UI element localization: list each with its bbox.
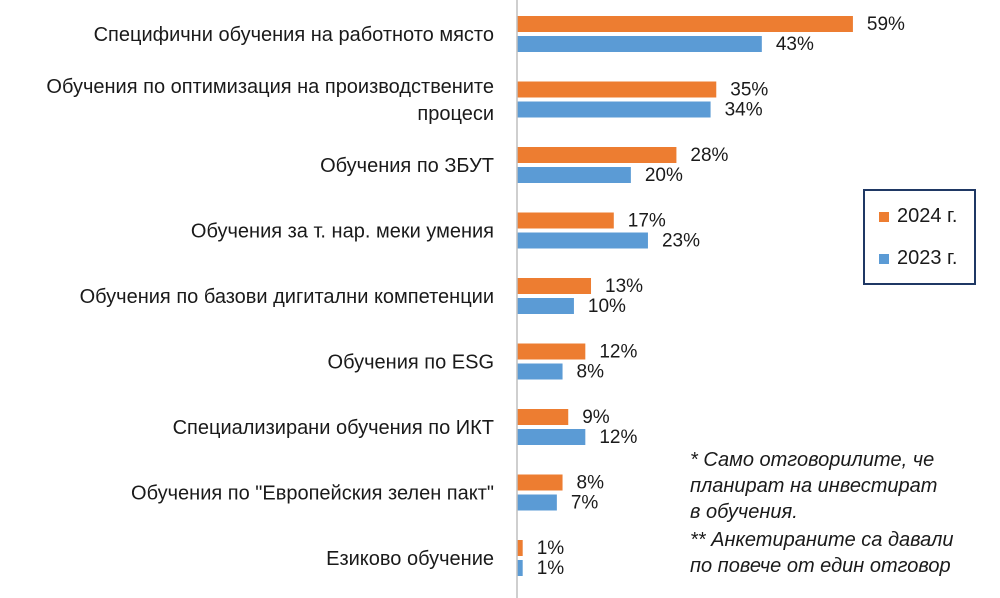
legend-label-2023: 2023 г. [897, 247, 958, 269]
value-label-2024-9: 1% [537, 538, 565, 559]
bars [517, 16, 853, 576]
footnote-line-1: * Само отговорилите, че [690, 449, 935, 471]
category-label: процеси [417, 103, 494, 125]
value-label-2023-7: 12% [599, 427, 637, 448]
category-label: Обучения за т. нар. меки умения [191, 221, 494, 243]
category-label: Обучения по "Европейския зелен пакт" [131, 483, 494, 505]
value-label-2023-4: 23% [662, 231, 700, 252]
legend-item-2024: 2024 г. [879, 205, 957, 228]
category-label: Езиково обучение [326, 548, 494, 570]
category-label: Обучения по базови дигитални компетенции [80, 286, 494, 308]
category-label: Специфични обучения на работното място [94, 24, 494, 46]
footnote-line-5: по повече от един отговор [690, 555, 951, 577]
value-label-2024-1: 59% [867, 14, 905, 35]
value-label-2023-8: 7% [571, 493, 599, 514]
bar-2023-3 [517, 167, 631, 183]
value-label-2023-5: 10% [588, 296, 626, 317]
value-label-2023-3: 20% [645, 165, 683, 186]
bar-2023-5 [517, 298, 574, 314]
bar-2023-7 [517, 429, 586, 445]
value-label-2023-2: 34% [725, 100, 763, 121]
footnote-line-2: планират на инвестират [690, 475, 938, 497]
legend-item-2023: 2023 г. [879, 247, 957, 270]
bar-2024-9 [517, 540, 523, 556]
bar-2023-2 [517, 101, 711, 118]
legend-swatch-2023 [879, 253, 889, 264]
bar-2023-4 [517, 232, 648, 249]
legend-swatch-2024 [879, 211, 889, 222]
value-label-2024-5: 13% [605, 276, 643, 297]
value-label-2024-8: 8% [577, 473, 605, 494]
value-label-2024-6: 12% [599, 342, 637, 363]
category-labels: Специфични обучения на работното място Об… [46, 24, 494, 570]
value-label-2023-1: 43% [776, 34, 814, 55]
value-label-2024-3: 28% [690, 145, 728, 166]
bar-2024-4 [517, 212, 614, 229]
bar-2023-9 [517, 560, 523, 576]
category-label: Обучения по ESG [328, 352, 494, 374]
category-label: Специализирани обучения по ИКТ [173, 417, 494, 439]
value-label-2024-4: 17% [628, 211, 666, 232]
value-label-2024-2: 35% [730, 80, 768, 101]
value-labels: 59%43%35%34%28%20%17%23%13%10%12%8%9%12%… [537, 14, 905, 579]
legend-label-2024: 2024 г. [897, 205, 958, 227]
footnote-line-3: в обучения. [690, 501, 798, 523]
bar-2023-6 [517, 363, 563, 380]
bar-2024-6 [517, 343, 586, 360]
bar-2024-1 [517, 16, 853, 32]
legend: 2024 г. 2023 г. [863, 189, 976, 285]
bar-2023-1 [517, 36, 762, 52]
bar-2024-3 [517, 147, 677, 163]
category-label: Обучения по оптимизация на производствен… [46, 76, 494, 98]
footnote-line-4: ** Анкетираните са давали [690, 529, 954, 551]
value-label-2024-7: 9% [582, 407, 610, 428]
category-label: Обучения по ЗБУТ [320, 155, 494, 177]
bar-2024-5 [517, 278, 592, 294]
value-label-2023-9: 1% [537, 558, 565, 579]
bar-2024-2 [517, 81, 717, 98]
bar-2023-8 [517, 494, 557, 511]
value-label-2023-6: 8% [577, 362, 605, 383]
bar-2024-7 [517, 409, 569, 425]
bar-2024-8 [517, 474, 563, 491]
